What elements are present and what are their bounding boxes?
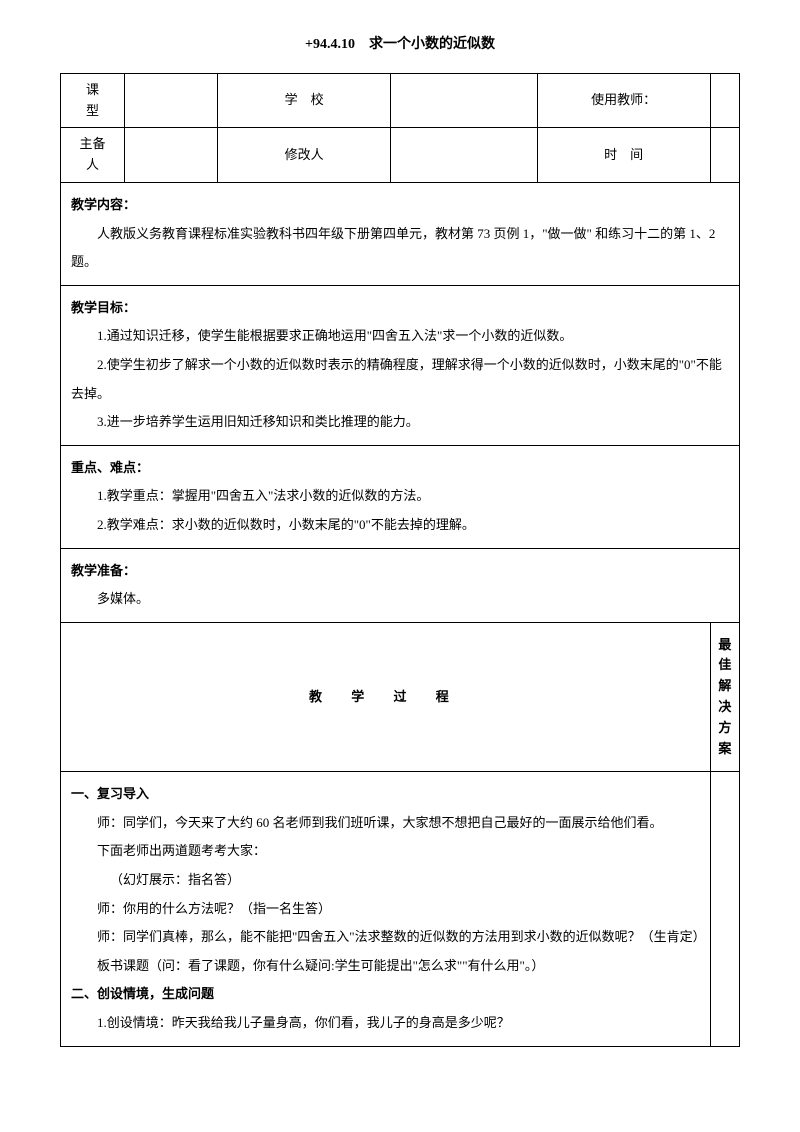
line-7: 1.创设情境：昨天我给我儿子量身高，你们看，我儿子的身高是多少呢？	[71, 1009, 700, 1038]
process-title: 教 学 过 程	[61, 622, 711, 772]
teaching-content-section: 教学内容： 人教版义务教育课程标准实验教科书四年级下册第四单元，教材第 73 页…	[61, 182, 740, 285]
cell-course-type-label: 课 型	[61, 73, 125, 128]
goal-2: 2.使学生初步了解求一个小数的近似数时表示的精确程度，理解求得一个小数的近似数时…	[71, 351, 729, 408]
cell-preparer-value	[124, 128, 217, 183]
prep-body: 多媒体。	[71, 585, 729, 614]
prep-section: 教学准备： 多媒体。	[61, 548, 740, 622]
cell-time-value	[710, 128, 739, 183]
keypoints-label: 重点、难点：	[71, 454, 729, 483]
cell-school-value	[391, 73, 537, 128]
goal-1: 1.通过知识迁移，使学生能根据要求正确地运用"四舍五入法"求一个小数的近似数。	[71, 322, 729, 351]
goals-section: 教学目标： 1.通过知识迁移，使学生能根据要求正确地运用"四舍五入法"求一个小数…	[61, 285, 740, 445]
cell-preparer-label: 主备 人	[61, 128, 125, 183]
teaching-content-body: 人教版义务教育课程标准实验教科书四年级下册第四单元，教材第 73 页例 1，"做…	[71, 220, 729, 277]
cell-time-label: 时 间	[537, 128, 710, 183]
cell-teacher-value	[710, 73, 739, 128]
goals-label: 教学目标：	[71, 294, 729, 323]
keypoint-2: 2.教学难点：求小数的近似数时，小数末尾的"0"不能去掉的理解。	[71, 511, 729, 540]
cell-school-label: 学 校	[218, 73, 391, 128]
cell-course-type-value	[124, 73, 217, 128]
line-4: 师：你用的什么方法呢？（指一名生答）	[71, 895, 700, 924]
line-2: 下面老师出两道题考考大家：	[71, 837, 700, 866]
section-1-heading: 一、复习导入	[71, 780, 700, 809]
line-1: 师：同学们，今天来了大约 60 名老师到我们班听课，大家想不想把自己最好的一面展…	[71, 809, 700, 838]
process-body: 一、复习导入 师：同学们，今天来了大约 60 名老师到我们班听课，大家想不想把自…	[61, 772, 711, 1046]
lesson-plan-table: 课 型 学 校 使用教师： 主备 人 修改人 时 间 教学内容： 人教版义务教育…	[60, 73, 740, 1047]
line-6: 板书课题（问：看了课题，你有什么疑问:学生可能提出"怎么求""有什么用"。）	[71, 952, 700, 981]
goal-3: 3.进一步培养学生运用旧知迁移知识和类比推理的能力。	[71, 408, 729, 437]
cell-modifier-value	[391, 128, 537, 183]
line-5: 师：同学们真棒，那么，能不能把"四舍五入"法求整数的近似数的方法用到求小数的近似…	[71, 923, 700, 952]
line-3: （幻灯展示：指名答）	[71, 866, 700, 895]
document-title: +94.4.10 求一个小数的近似数	[60, 30, 740, 61]
cell-modifier-label: 修改人	[218, 128, 391, 183]
prep-label: 教学准备：	[71, 557, 729, 586]
cell-teacher-label: 使用教师：	[537, 73, 710, 128]
best-solution-label: 最佳解决方案	[710, 622, 739, 772]
section-2-heading: 二、创设情境，生成问题	[71, 980, 700, 1009]
teaching-content-label: 教学内容：	[71, 191, 729, 220]
best-solution-column	[710, 772, 739, 1046]
keypoint-1: 1.教学重点：掌握用"四舍五入"法求小数的近似数的方法。	[71, 482, 729, 511]
keypoints-section: 重点、难点： 1.教学重点：掌握用"四舍五入"法求小数的近似数的方法。 2.教学…	[61, 445, 740, 548]
